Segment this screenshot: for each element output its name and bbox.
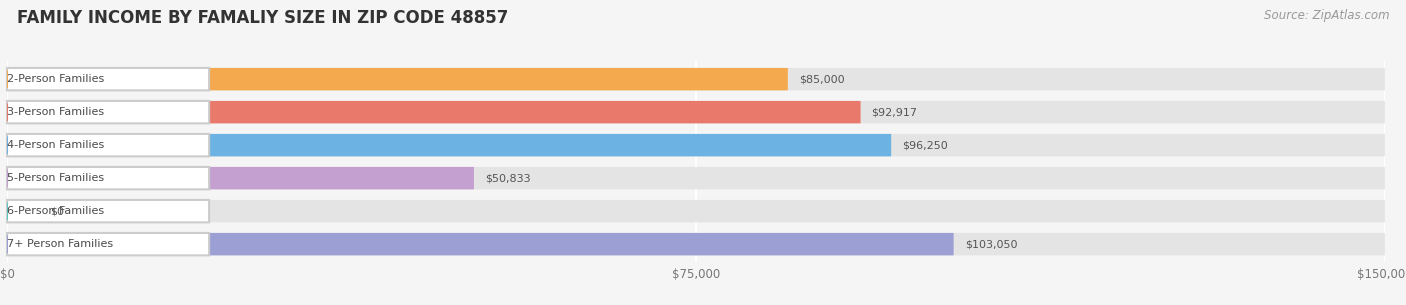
Text: 2-Person Families: 2-Person Families [7,74,104,84]
Text: FAMILY INCOME BY FAMALIY SIZE IN ZIP CODE 48857: FAMILY INCOME BY FAMALIY SIZE IN ZIP COD… [17,9,508,27]
FancyBboxPatch shape [7,233,209,255]
FancyBboxPatch shape [7,200,39,222]
Text: $85,000: $85,000 [799,74,845,84]
Text: $96,250: $96,250 [903,140,948,150]
Text: 5-Person Families: 5-Person Families [7,173,104,183]
FancyBboxPatch shape [7,134,209,156]
Text: $50,833: $50,833 [485,173,530,183]
FancyBboxPatch shape [7,200,209,222]
Text: $92,917: $92,917 [872,107,918,117]
FancyBboxPatch shape [7,101,209,123]
Text: 7+ Person Families: 7+ Person Families [7,239,112,249]
FancyBboxPatch shape [7,101,1385,123]
FancyBboxPatch shape [7,134,891,156]
Text: $103,050: $103,050 [965,239,1017,249]
FancyBboxPatch shape [7,167,1385,189]
FancyBboxPatch shape [7,68,787,90]
Text: 3-Person Families: 3-Person Families [7,107,104,117]
Text: Source: ZipAtlas.com: Source: ZipAtlas.com [1264,9,1389,22]
FancyBboxPatch shape [7,200,1385,222]
FancyBboxPatch shape [7,167,209,189]
FancyBboxPatch shape [7,233,953,255]
FancyBboxPatch shape [7,134,1385,156]
FancyBboxPatch shape [7,233,1385,255]
FancyBboxPatch shape [7,68,1385,90]
FancyBboxPatch shape [7,167,474,189]
Text: 6-Person Families: 6-Person Families [7,206,104,216]
Text: 4-Person Families: 4-Person Families [7,140,104,150]
FancyBboxPatch shape [7,68,209,90]
Text: $0: $0 [51,206,65,216]
FancyBboxPatch shape [7,101,860,123]
